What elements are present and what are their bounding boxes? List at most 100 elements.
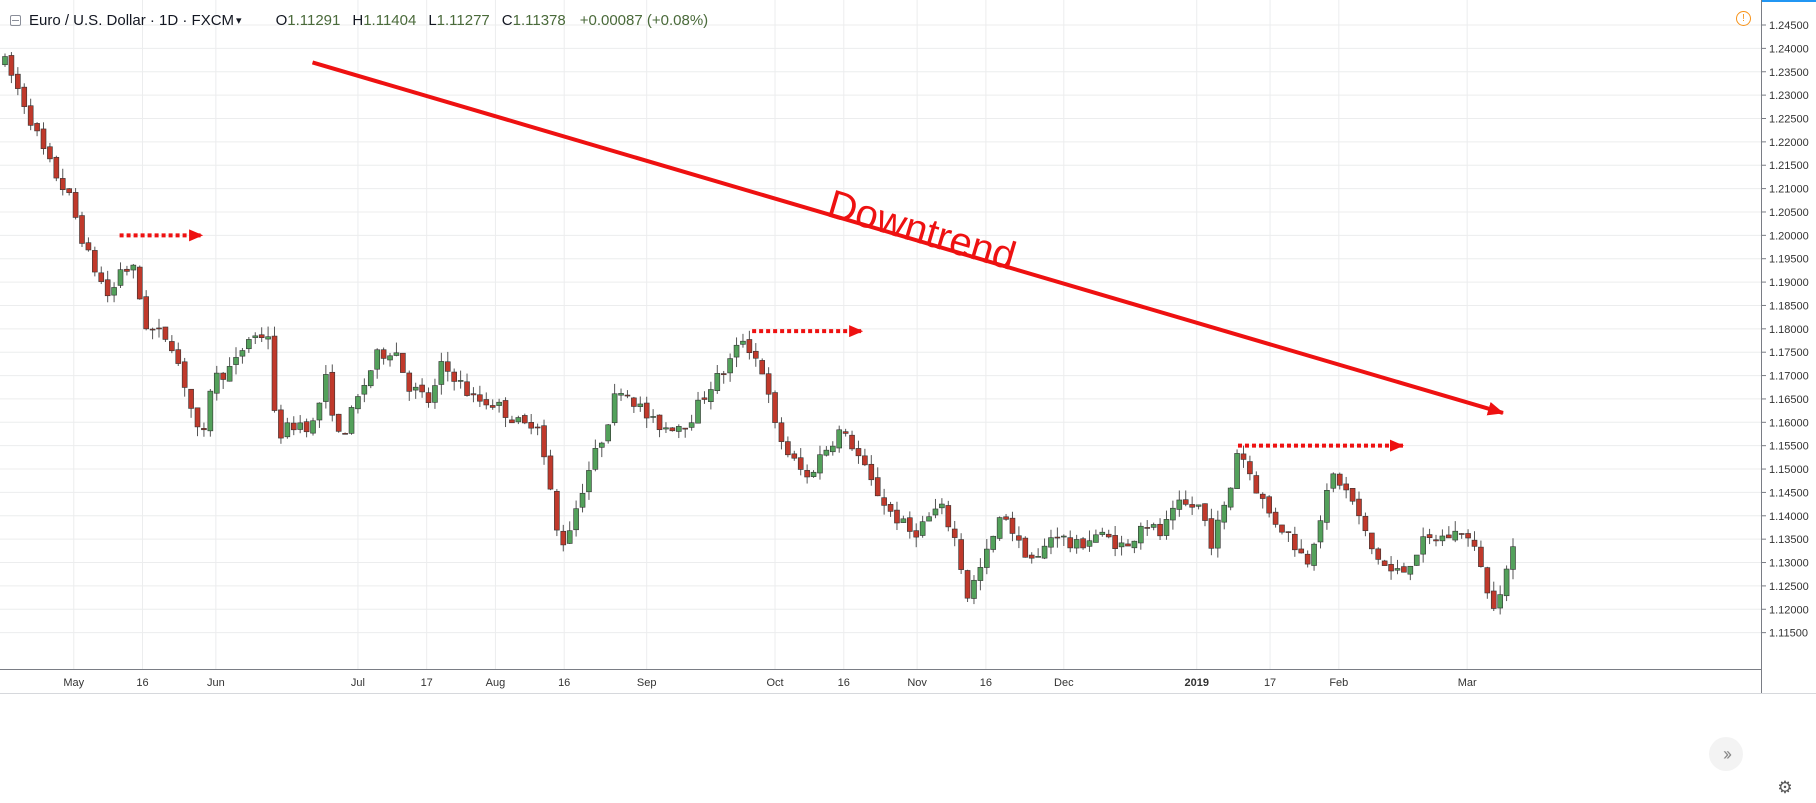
- candle-down: [752, 343, 759, 367]
- candle-up: [457, 370, 464, 389]
- symbol-title[interactable]: Euro / U.S. Dollar · 1D · FXCM: [29, 11, 235, 29]
- candle-up: [810, 470, 817, 478]
- candle-up: [1170, 500, 1176, 530]
- gear-icon[interactable]: ⚙: [1777, 778, 1793, 797]
- time-tick-label: May: [63, 677, 84, 689]
- price-tick-label: 1.19000: [1769, 277, 1809, 289]
- candle-body: [348, 407, 355, 434]
- candle-body: [1131, 540, 1138, 549]
- candle-body: [829, 445, 836, 453]
- price-tick-label: 1.24500: [1769, 20, 1809, 32]
- candle-up: [213, 365, 220, 401]
- price-tick-label: 1.18500: [1769, 300, 1809, 312]
- candle-body: [1054, 536, 1061, 539]
- candle-body: [804, 470, 810, 478]
- candle-down: [271, 326, 278, 413]
- candle-up: [1215, 510, 1221, 558]
- candle-down: [1016, 526, 1022, 549]
- candle-down: [1112, 526, 1118, 557]
- candle-up: [573, 500, 579, 537]
- candle-down: [1478, 540, 1484, 568]
- candle-body: [1189, 504, 1195, 508]
- collapse-legend-button[interactable]: [10, 14, 21, 26]
- candle-down: [419, 378, 425, 398]
- candle-body: [1247, 461, 1253, 475]
- candle-down: [1369, 532, 1375, 555]
- candle-body: [1028, 554, 1035, 559]
- chevron-down-icon[interactable]: ▾: [236, 14, 242, 27]
- candle-down: [1298, 539, 1305, 554]
- candle-down: [1356, 491, 1362, 525]
- candle-up: [650, 409, 656, 423]
- candle-up: [1163, 510, 1170, 540]
- candle-down: [547, 449, 554, 491]
- candle-down: [913, 523, 920, 548]
- price-axis-labels: 1.24500 1.24000 1.23500 1.23000 1.22500 1.220…: [1762, 20, 1809, 640]
- candle-body: [374, 349, 380, 370]
- low-value: L1.11277: [428, 11, 490, 29]
- downtrend-label: Downtrend: [823, 182, 1021, 279]
- price-tick-label: 1.21000: [1769, 184, 1809, 196]
- candle-body: [1253, 475, 1260, 494]
- candle-body: [611, 393, 618, 424]
- candle-body: [34, 123, 40, 132]
- scroll-to-realtime-button[interactable]: ››: [1709, 737, 1743, 771]
- candle-body: [740, 340, 746, 345]
- candle-body: [1497, 594, 1503, 609]
- candle-down: [862, 448, 868, 467]
- candle-body: [1118, 542, 1125, 548]
- price-tick-label: 1.14500: [1769, 487, 1809, 499]
- candle-body: [169, 341, 175, 352]
- candle-body: [823, 449, 830, 456]
- candle-body: [1478, 546, 1484, 567]
- candle-up: [1324, 483, 1330, 530]
- candle-down: [554, 488, 560, 537]
- candle-up: [348, 405, 355, 435]
- candle-body: [515, 417, 522, 423]
- candle-body: [1458, 533, 1465, 535]
- price-tick-label: 1.23000: [1769, 90, 1809, 102]
- candle-down: [342, 432, 348, 435]
- candle-body: [1170, 507, 1176, 521]
- candle-body: [387, 355, 393, 361]
- candle-down: [1484, 566, 1491, 599]
- candle-down: [1259, 492, 1266, 509]
- candle-down: [502, 397, 509, 428]
- candle-body: [271, 335, 278, 411]
- candle-body: [1330, 473, 1337, 489]
- candle-body: [1073, 539, 1080, 549]
- candle-body: [117, 269, 124, 286]
- candle-down: [143, 290, 149, 331]
- candle-body: [1510, 546, 1516, 570]
- price-tick-label: 1.20000: [1769, 230, 1809, 242]
- candle-body: [714, 373, 721, 391]
- ohlc-values: O1.11291 H1.11404 L1.11277 C1.11378: [276, 12, 566, 29]
- candle-down: [21, 83, 28, 114]
- candle-body: [1003, 516, 1009, 520]
- candle-body: [945, 505, 952, 528]
- candle-up: [740, 333, 746, 348]
- candle-down: [1292, 526, 1298, 557]
- candle-body: [1349, 488, 1356, 502]
- candle-body: [1157, 523, 1163, 537]
- candle-down: [874, 467, 881, 497]
- candle-down: [1279, 524, 1285, 535]
- candle-body: [695, 399, 701, 424]
- candle-up: [990, 535, 997, 553]
- candle-up: [1407, 565, 1414, 581]
- candle-body: [1061, 535, 1067, 538]
- candle-body: [252, 335, 259, 338]
- candle-down: [1009, 511, 1016, 542]
- candle-down: [329, 364, 336, 422]
- candle-down: [1022, 536, 1029, 558]
- price-tick-label: 1.16500: [1769, 394, 1809, 406]
- candle-up: [284, 417, 291, 439]
- time-tick-label: 17: [421, 677, 433, 689]
- candle-down: [59, 168, 66, 196]
- time-tick-label: 16: [980, 677, 992, 689]
- warning-icon[interactable]: !: [1736, 11, 1751, 26]
- candle-body: [1182, 499, 1189, 505]
- candle-body: [586, 470, 592, 493]
